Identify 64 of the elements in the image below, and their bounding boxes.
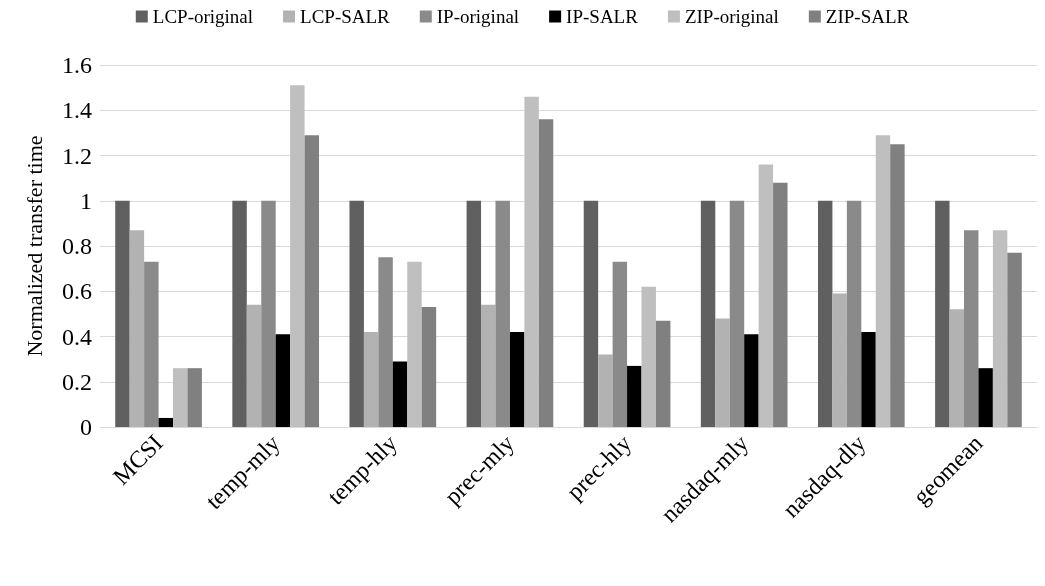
- bar: [261, 200, 276, 427]
- bar: [407, 261, 422, 427]
- bar: [583, 200, 599, 427]
- legend-label: LCP-SALR: [300, 6, 391, 27]
- bar: [392, 361, 408, 427]
- bar: [846, 200, 862, 427]
- bar: [700, 200, 716, 427]
- bar: [304, 135, 320, 427]
- bar: [715, 318, 730, 427]
- bar: [187, 368, 202, 427]
- bar: [363, 331, 379, 427]
- bar: [949, 309, 964, 427]
- bar: [246, 304, 262, 427]
- bar: [641, 286, 656, 427]
- bar: [144, 261, 159, 427]
- bar: [598, 354, 613, 427]
- bar: [129, 230, 145, 427]
- bar: [861, 331, 876, 427]
- bar: [890, 144, 905, 427]
- bar: [935, 200, 950, 427]
- bar: [758, 164, 774, 427]
- bar: [509, 331, 525, 427]
- bar: [173, 368, 188, 427]
- bar: [378, 257, 393, 427]
- y-tick-label: 1: [80, 187, 92, 214]
- bar: [466, 200, 482, 427]
- bar: [158, 417, 174, 427]
- bar: [875, 135, 891, 427]
- bar: [275, 334, 291, 427]
- y-tick-label: 0.6: [62, 278, 92, 305]
- bar: [817, 200, 833, 427]
- bar: [524, 96, 539, 427]
- y-tick-label: 1.4: [62, 97, 92, 124]
- y-tick-label: 0.8: [62, 233, 92, 259]
- bar: [744, 334, 759, 427]
- bar: [832, 293, 847, 427]
- bar: [773, 182, 788, 427]
- bar: [627, 365, 642, 427]
- legend-label: IP-original: [436, 6, 520, 27]
- legend-label: LCP-original: [152, 6, 254, 27]
- bar: [978, 368, 993, 427]
- bar: [655, 320, 671, 427]
- y-tick-label: 1.2: [62, 142, 92, 169]
- bar: [481, 304, 496, 427]
- bar: [349, 200, 364, 427]
- bar: [290, 85, 305, 427]
- bar: [232, 200, 247, 427]
- y-tick-label: 1.6: [62, 52, 92, 78]
- legend-label: ZIP-original: [684, 6, 779, 27]
- y-tick-label: 0: [80, 414, 92, 440]
- bar: [729, 200, 745, 427]
- bar: [495, 200, 510, 427]
- bar: [963, 230, 979, 427]
- bar: [421, 307, 437, 427]
- bar: [612, 261, 628, 427]
- bar: [1007, 252, 1022, 427]
- bar: [115, 200, 130, 427]
- bar: [992, 230, 1008, 427]
- y-axis-title: Normalized transfer time: [21, 135, 47, 357]
- bar: [538, 119, 554, 427]
- legend-label: ZIP-SALR: [825, 6, 910, 27]
- legend-label: IP-SALR: [566, 6, 639, 27]
- y-tick-label: 0.4: [62, 323, 92, 350]
- y-tick-label: 0.2: [62, 368, 92, 395]
